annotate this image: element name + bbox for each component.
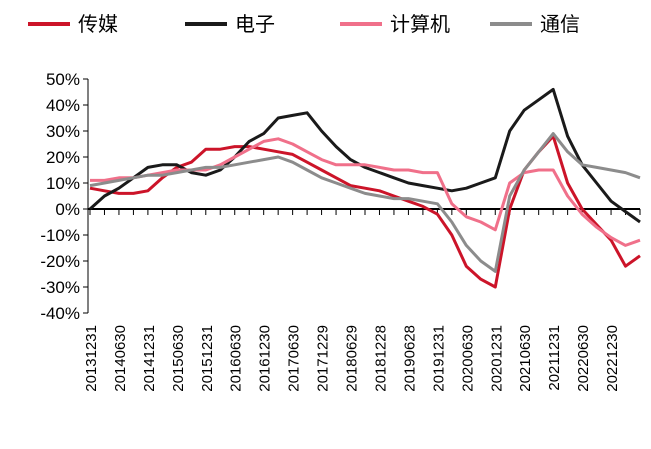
x-tick-label: 20171229	[315, 325, 332, 392]
x-tick-label: 20200630	[459, 325, 476, 392]
x-tick-label: 20141231	[141, 325, 158, 392]
x-tick-label: 20220630	[575, 325, 592, 392]
x-tick-label: 20151231	[199, 325, 216, 392]
y-tick-label: 40%	[46, 96, 80, 115]
x-tick-label: 20140630	[112, 325, 129, 392]
x-tick-label: 20190628	[401, 325, 418, 392]
legend-label: 计算机	[390, 13, 450, 36]
y-tick-label: -30%	[40, 278, 80, 297]
x-tick-label: 20191231	[430, 325, 447, 392]
x-tick-label: 20170630	[286, 325, 303, 392]
x-tick-label: 20131231	[83, 325, 100, 392]
x-tick-label: 20201231	[488, 325, 505, 392]
y-tick-label: 50%	[46, 70, 80, 89]
y-tick-label: -10%	[40, 226, 80, 245]
y-tick-label: 20%	[46, 148, 80, 167]
legend-label: 传媒	[78, 13, 118, 36]
x-tick-label: 20161230	[257, 325, 274, 392]
x-tick-label: 20221230	[604, 325, 621, 392]
y-tick-label: 10%	[46, 174, 80, 193]
x-tick-label: 20181228	[372, 325, 389, 392]
series-line	[90, 137, 641, 247]
y-tick-label: -20%	[40, 252, 80, 271]
y-tick-label: 30%	[46, 122, 80, 141]
series-line	[88, 87, 641, 224]
x-tick-label: 20160630	[228, 325, 245, 392]
legend-label: 电子	[235, 13, 275, 36]
x-tick-label: 20150630	[170, 325, 187, 392]
legend-label: 通信	[540, 13, 580, 36]
series-line	[89, 132, 641, 273]
x-tick-label: 20210630	[517, 325, 534, 392]
y-tick-label: -40%	[40, 304, 80, 323]
x-tick-label: 20211231	[546, 325, 563, 391]
y-tick-label: 0%	[55, 200, 80, 219]
x-tick-label: 20180629	[344, 325, 361, 392]
